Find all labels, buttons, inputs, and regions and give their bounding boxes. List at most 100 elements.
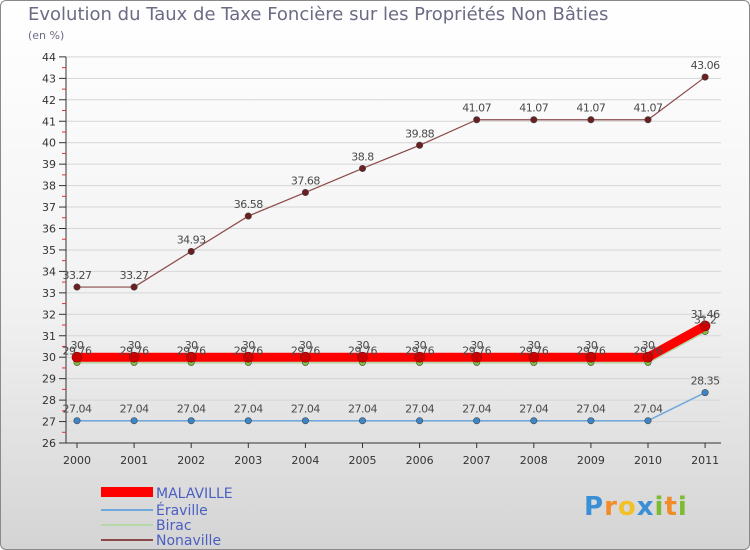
data-point — [301, 417, 309, 425]
legend-label: Birac — [156, 518, 192, 534]
x-tick-label: 2008 — [520, 454, 548, 467]
logo-letter: o — [617, 492, 637, 522]
y-tick-label: 35 — [42, 244, 56, 257]
y-tick-label: 44 — [42, 51, 56, 64]
y-tick-label: 26 — [42, 437, 56, 450]
data-label: 27.04 — [576, 403, 605, 416]
data-label: 38.8 — [351, 150, 374, 163]
data-label: 30 — [242, 339, 255, 352]
data-label: 29.76 — [291, 344, 320, 357]
y-tick-label: 40 — [42, 137, 56, 150]
data-point — [414, 351, 425, 363]
data-point — [416, 141, 424, 149]
data-label: 27.04 — [519, 403, 548, 416]
data-point — [73, 283, 81, 291]
data-label: 31.46 — [691, 308, 720, 321]
data-point — [473, 417, 481, 425]
data-label: 29.76 — [576, 344, 605, 357]
data-label: 30 — [185, 339, 198, 352]
data-point — [300, 351, 311, 363]
data-label: 27.04 — [63, 403, 92, 416]
x-tick-label: 2002 — [177, 454, 205, 467]
data-point — [357, 351, 368, 363]
data-label: 29.76 — [177, 344, 206, 357]
y-tick-label: 30 — [42, 351, 56, 364]
series-line-éraville — [76, 391, 706, 422]
data-label: 31.2 — [694, 313, 717, 326]
data-point — [416, 417, 424, 425]
x-tick-label: 2010 — [634, 454, 662, 467]
data-label: 43.06 — [691, 59, 720, 72]
series-line-malaville — [72, 321, 710, 362]
data-label: 27.04 — [462, 403, 491, 416]
data-label: 28.35 — [691, 375, 720, 388]
y-tick-label: 39 — [42, 158, 56, 171]
data-point — [530, 417, 538, 425]
data-point — [642, 351, 654, 363]
data-point — [585, 351, 597, 363]
data-label: 30 — [299, 339, 312, 352]
data-point — [473, 116, 481, 124]
data-label: 27.04 — [120, 403, 149, 416]
legend-swatch — [101, 487, 153, 497]
y-tick-label: 28 — [42, 394, 56, 407]
data-point — [699, 320, 711, 332]
data-point — [701, 389, 709, 397]
x-tick-label: 2000 — [63, 454, 91, 467]
data-label: 41.07 — [462, 102, 491, 115]
proxiti-logo: Proxiti — [584, 492, 688, 522]
data-point — [130, 417, 138, 425]
data-point — [644, 116, 652, 124]
data-label: 41.07 — [634, 102, 663, 115]
data-point — [243, 351, 254, 363]
data-point — [130, 283, 138, 291]
data-point — [185, 351, 197, 363]
y-tick-label: 29 — [42, 373, 56, 386]
data-label: 37.68 — [291, 174, 320, 187]
data-point — [301, 188, 309, 196]
y-axis-ticks: 26 27 28 29 30 31 32 33 34 35 36 37 38 39 40 41 42 43 44 — [42, 51, 66, 450]
data-label: 39.88 — [405, 127, 434, 140]
data-label: 27.04 — [405, 403, 434, 416]
x-tick-label: 2005 — [349, 454, 377, 467]
y-tick-label: 37 — [42, 201, 56, 214]
data-label: 30 — [642, 339, 655, 352]
data-label: 29.76 — [634, 344, 663, 357]
data-point — [187, 247, 195, 255]
y-tick-label: 41 — [42, 115, 56, 128]
legend-label: Éraville — [156, 502, 208, 519]
x-tick-label: 2004 — [291, 454, 319, 467]
data-label: 30 — [356, 339, 369, 352]
data-label: 29.76 — [234, 344, 263, 357]
data-label: 30 — [413, 339, 426, 352]
data-label: 27.04 — [348, 403, 377, 416]
data-point — [187, 417, 195, 425]
y-tick-label: 32 — [42, 308, 56, 321]
data-label: 27.04 — [634, 403, 663, 416]
data-label: 33.27 — [63, 269, 92, 282]
data-label: 29.76 — [405, 344, 434, 357]
logo-letter: i — [654, 492, 665, 522]
y-tick-label: 42 — [42, 94, 56, 107]
data-point — [528, 351, 540, 363]
data-label: 30 — [584, 339, 597, 352]
data-point — [530, 116, 538, 124]
data-point — [73, 417, 81, 425]
data-point — [471, 351, 483, 363]
logo-letter: i — [677, 492, 688, 522]
y-tick-label: 34 — [42, 265, 56, 278]
y-tick-label: 33 — [42, 287, 56, 300]
data-point — [128, 351, 140, 363]
data-point — [358, 164, 366, 172]
y-tick-label: 38 — [42, 180, 56, 193]
data-point — [644, 417, 652, 425]
x-tick-label: 2007 — [463, 454, 491, 467]
legend-label: Nonaville — [156, 533, 221, 549]
logo-letter: P — [584, 492, 605, 522]
data-label: 30 — [470, 339, 483, 352]
data-label: 33.27 — [120, 269, 149, 282]
data-label: 36.58 — [234, 198, 263, 211]
data-label: 29.76 — [462, 344, 491, 357]
x-axis-ticks: 2000 2001 2002 2003 2004 2005 2006 2007 2008 2009… — [63, 443, 719, 467]
